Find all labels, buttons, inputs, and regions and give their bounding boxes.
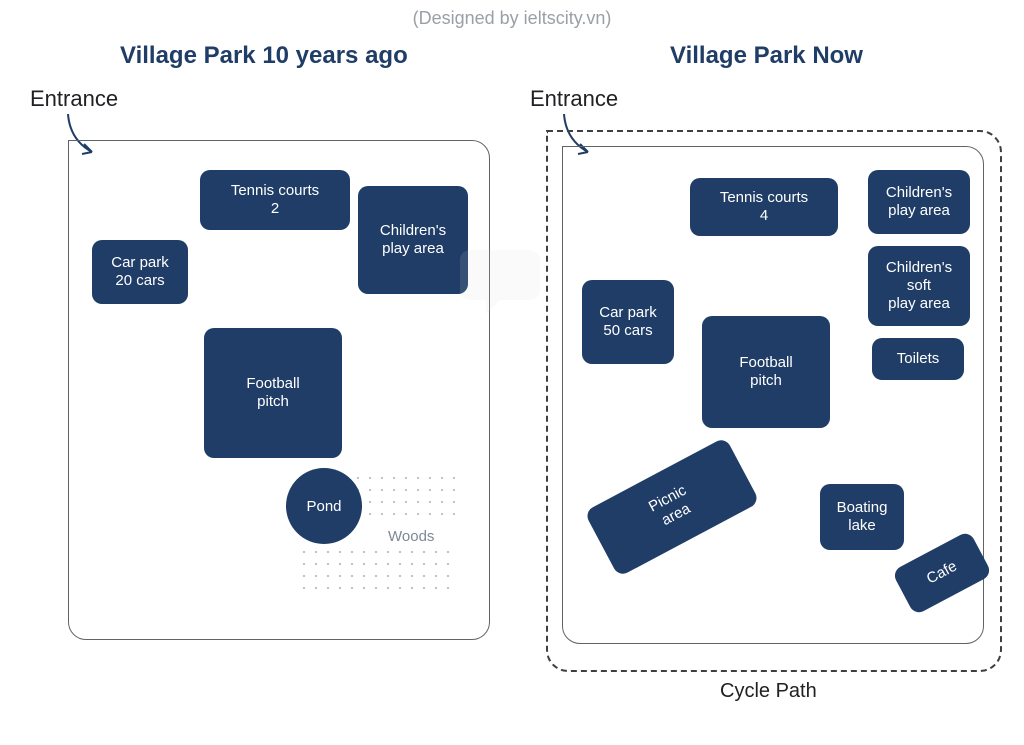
right-boating-lake-block: Boating lake <box>820 484 904 550</box>
left-play-area-block: Children's play area <box>358 186 468 294</box>
right-title: Village Park Now <box>670 42 863 70</box>
left-tennis-block: Tennis courts 2 <box>200 170 350 230</box>
right-football-block: Football pitch <box>702 316 830 428</box>
right-soft-play-block: Children's soft play area <box>868 246 970 326</box>
right-play-area-block: Children's play area <box>868 170 970 234</box>
left-football-block: Football pitch <box>204 328 342 458</box>
left-entrance-label: Entrance <box>30 86 118 112</box>
right-toilets-block: Toilets <box>872 338 964 380</box>
watermark-icon <box>460 240 550 320</box>
woods-dots-2 <box>298 546 454 598</box>
right-entrance-label: Entrance <box>530 86 618 112</box>
right-car-park-block: Car park 50 cars <box>582 280 674 364</box>
attribution-text: (Designed by ieltscity.vn) <box>0 8 1024 29</box>
left-woods-label: Woods <box>388 528 434 545</box>
left-pond-block: Pond <box>286 468 362 544</box>
left-car-park-block: Car park 20 cars <box>92 240 188 304</box>
right-tennis-block: Tennis courts 4 <box>690 178 838 236</box>
cycle-path-label: Cycle Path <box>720 680 817 703</box>
left-title: Village Park 10 years ago <box>120 42 408 70</box>
